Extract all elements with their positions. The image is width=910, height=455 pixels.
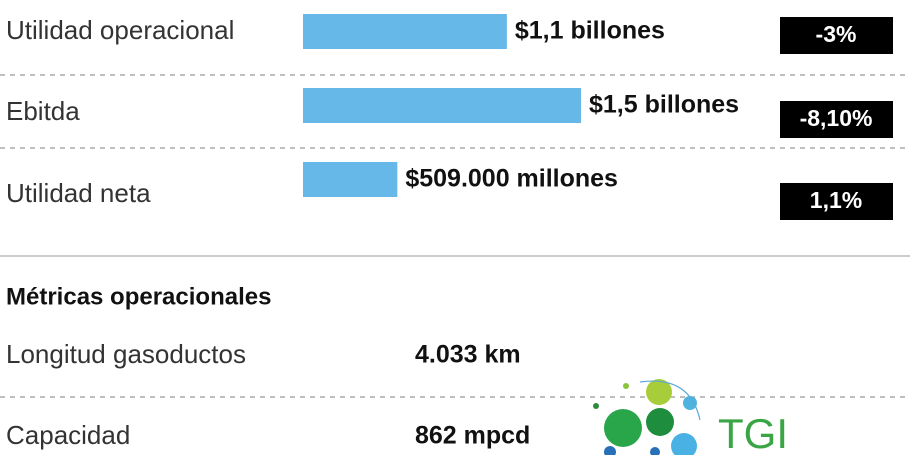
bar (303, 162, 398, 197)
change-box (780, 101, 893, 138)
change-label: 1,1% (810, 187, 862, 213)
metric-value: 862 mpcd (415, 422, 530, 450)
change-label: -8,10% (800, 105, 873, 131)
bar (303, 88, 581, 123)
change-box (780, 17, 893, 54)
metric-label: Capacidad (6, 420, 130, 450)
bar (303, 14, 507, 49)
category-label: Utilidad neta (6, 178, 151, 208)
value-label: $1,5 billones (589, 91, 739, 119)
metric-label: Longitud gasoductos (6, 339, 246, 369)
change-box (780, 183, 893, 220)
category-label: Ebitda (6, 96, 80, 126)
section-title: Métricas operacionales (6, 283, 271, 310)
value-label: $509.000 millones (405, 165, 618, 193)
logo: TGI (593, 379, 788, 455)
metric-value: 4.033 km (415, 341, 521, 369)
change-label: -3% (816, 21, 857, 47)
value-label: $1,1 billones (515, 17, 665, 45)
category-label: Utilidad operacional (6, 15, 234, 45)
logo-text: TGI (718, 410, 788, 455)
